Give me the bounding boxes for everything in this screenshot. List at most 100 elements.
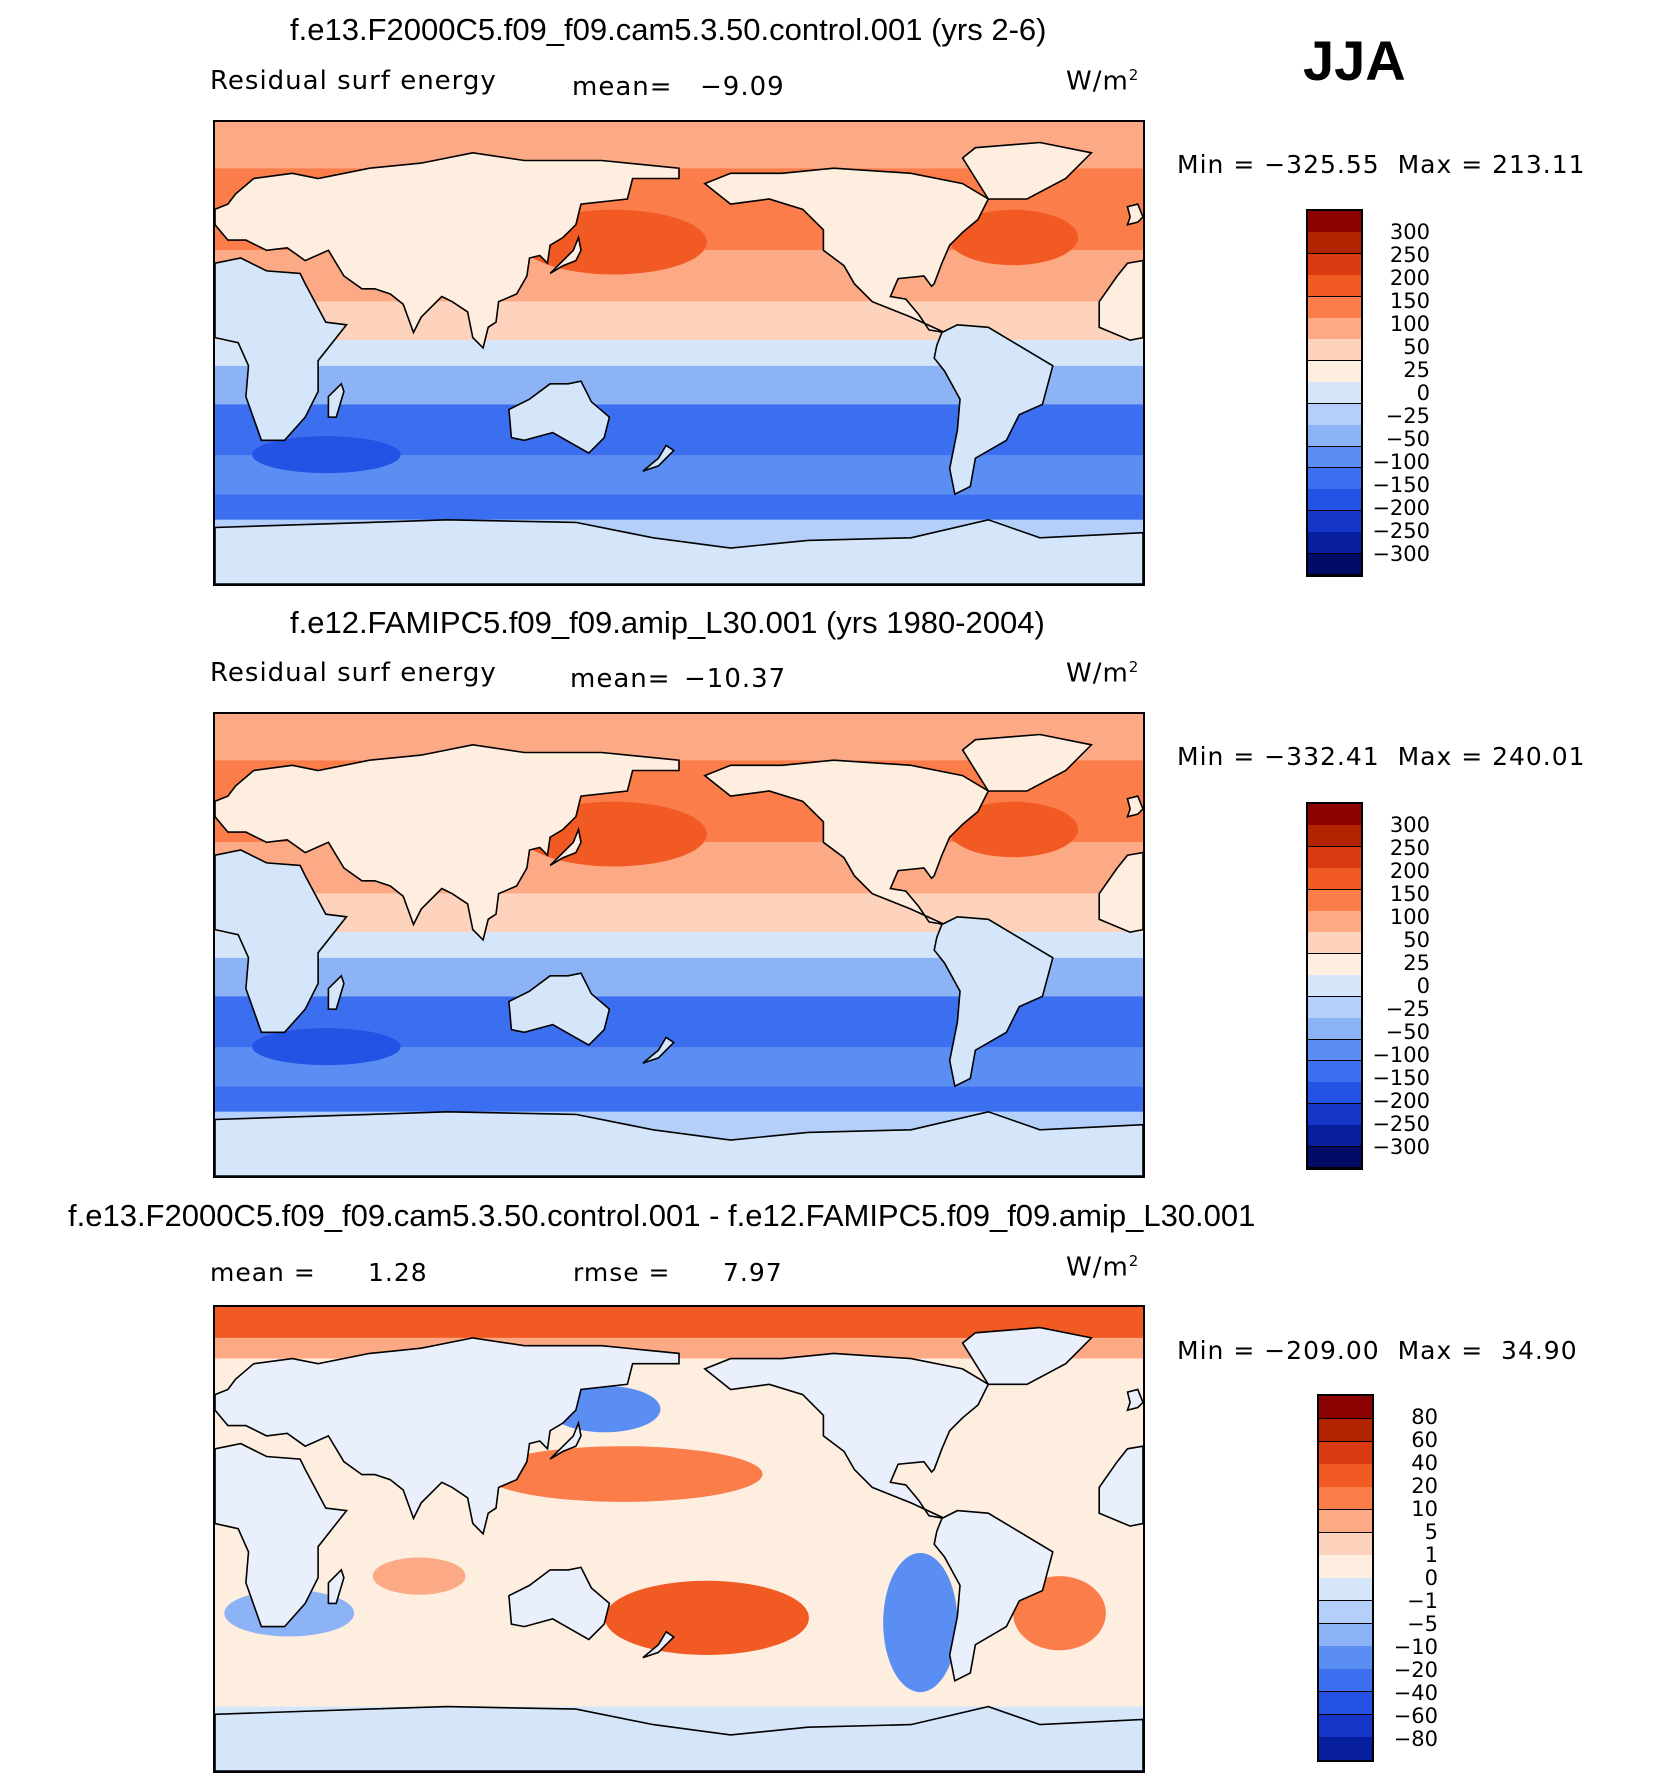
colorbar-cell <box>1308 911 1361 933</box>
colorbar-cell <box>1319 1714 1372 1738</box>
colorbar-cell <box>1319 1600 1372 1624</box>
colorbar-tick-label: 0 <box>1416 974 1430 998</box>
panel-1-colorbar-ticks: 300 250 200 150 100 50 25 0 −25 −50 −100 −150 −200 −2… <box>1360 209 1440 577</box>
colorbar-cell <box>1319 1578 1372 1602</box>
colorbar-cell <box>1319 1691 1372 1715</box>
colorbar-cell <box>1308 553 1361 576</box>
colorbar-tick-label: 50 <box>1403 928 1430 952</box>
colorbar-cell <box>1308 446 1361 469</box>
panel-2-variable: Residual surf energy <box>210 658 497 688</box>
colorbar-cell <box>1308 1060 1361 1083</box>
colorbar-cell <box>1308 975 1361 998</box>
colorbar-tick-label: 20 <box>1411 1474 1438 1498</box>
colorbar-tick-label: 0 <box>1424 1566 1438 1590</box>
colorbar-tick-label: −50 <box>1385 427 1430 451</box>
colorbar-tick-label: 300 <box>1389 220 1430 244</box>
colorbar-tick-label: −50 <box>1385 1020 1430 1044</box>
colorbar-cell <box>1308 953 1361 976</box>
colorbar-cell <box>1308 825 1361 848</box>
colorbar-tick-label: −20 <box>1393 1658 1438 1682</box>
colorbar-cell <box>1319 1464 1372 1488</box>
panel-2-map <box>213 712 1145 1178</box>
panel-2-title: f.e12.FAMIPC5.f09_f09.amip_L30.001 (yrs … <box>290 605 1045 640</box>
colorbar-cell <box>1308 275 1361 298</box>
colorbar-cell <box>1308 360 1361 383</box>
colorbar-cell <box>1308 1082 1361 1105</box>
world-map <box>215 1307 1143 1771</box>
colorbar-cell <box>1308 382 1361 405</box>
colorbar-tick-label: −60 <box>1393 1704 1438 1728</box>
colorbar-cell <box>1308 1018 1361 1041</box>
colorbar-cell <box>1308 339 1361 362</box>
panel-3-colorbar-ticks: 80 60 40 20 10 5 1 0 −1 −5 −10 −20 −40 −60 −80 <box>1368 1394 1448 1762</box>
colorbar-tick-label: −100 <box>1372 1043 1430 1067</box>
colorbar-cell <box>1308 804 1361 826</box>
colorbar-cell <box>1308 253 1361 276</box>
panel-1-max-label: Max <box>1397 150 1453 179</box>
colorbar-tick-label: 40 <box>1411 1451 1438 1475</box>
colorbar-tick-label: −300 <box>1372 542 1430 566</box>
colorbar-tick-label: 0 <box>1416 381 1430 405</box>
colorbar-cell <box>1319 1509 1372 1533</box>
panel-3-min-max: Min = −209.00 Max = 34.90 <box>1177 1336 1578 1365</box>
colorbar-cell <box>1319 1418 1372 1442</box>
colorbar-cell <box>1308 489 1361 512</box>
panel-2-units: W/m2 <box>1066 658 1140 689</box>
colorbar-tick-label: 200 <box>1389 859 1430 883</box>
panel-1-variable: Residual surf energy <box>210 66 497 96</box>
panel-3-map <box>213 1305 1145 1773</box>
colorbar-tick-label: −5 <box>1407 1612 1438 1636</box>
panel-2-colorbar <box>1306 802 1363 1170</box>
colorbar-tick-label: 5 <box>1424 1520 1438 1544</box>
panel-1-units: W/m2 <box>1066 66 1140 97</box>
colorbar-cell <box>1319 1441 1372 1465</box>
colorbar-tick-label: 1 <box>1424 1543 1438 1567</box>
colorbar-tick-label: −40 <box>1393 1681 1438 1705</box>
panel-2-max-value: 240.01 <box>1492 742 1586 771</box>
colorbar-tick-label: 150 <box>1389 882 1430 906</box>
panel-2-min-max: Min = −332.41 Max = 240.01 <box>1177 742 1586 771</box>
panel-2-min-value: −332.41 <box>1264 742 1380 771</box>
world-map <box>215 122 1143 584</box>
colorbar-cell <box>1308 232 1361 255</box>
colorbar-cell <box>1319 1646 1372 1670</box>
colorbar-cell <box>1319 1487 1372 1511</box>
colorbar-tick-label: −25 <box>1385 404 1430 428</box>
panel-1-min-label: Min <box>1177 150 1225 179</box>
panel-1-title: f.e13.F2000C5.f09_f09.cam5.3.50.control.… <box>290 12 1047 47</box>
colorbar-tick-label: −200 <box>1372 496 1430 520</box>
colorbar-cell <box>1308 889 1361 912</box>
colorbar-cell <box>1308 467 1361 490</box>
colorbar-cell <box>1308 318 1361 340</box>
panel-1-mean-label: mean= <box>572 72 673 102</box>
colorbar-tick-label: 250 <box>1389 243 1430 267</box>
colorbar-cell <box>1319 1623 1372 1647</box>
colorbar-cell <box>1308 1103 1361 1126</box>
panel-3-max-value: 34.90 <box>1501 1336 1578 1365</box>
colorbar-tick-label: 200 <box>1389 266 1430 290</box>
colorbar-tick-label: 100 <box>1389 905 1430 929</box>
season-label: JJA <box>1303 29 1406 92</box>
panel-2-mean-label: mean= <box>570 664 671 694</box>
colorbar-cell <box>1319 1555 1372 1579</box>
colorbar-tick-label: 250 <box>1389 836 1430 860</box>
colorbar-tick-label: 60 <box>1411 1428 1438 1452</box>
panel-2-max-label: Max <box>1397 742 1453 771</box>
panel-1-max-value: 213.11 <box>1492 150 1586 179</box>
panel-2-mean-value: −10.37 <box>684 664 787 694</box>
colorbar-tick-label: −100 <box>1372 450 1430 474</box>
colorbar-tick-label: −150 <box>1372 473 1430 497</box>
world-map <box>215 714 1143 1176</box>
colorbar-tick-label: 10 <box>1411 1497 1438 1521</box>
panel-1-min-max: Min = −325.55 Max = 213.11 <box>1177 150 1586 179</box>
colorbar-cell <box>1319 1396 1372 1420</box>
panel-1-mean-value: −9.09 <box>700 72 785 102</box>
colorbar-tick-label: 300 <box>1389 813 1430 837</box>
colorbar-tick-label: −250 <box>1372 519 1430 543</box>
colorbar-tick-label: −150 <box>1372 1066 1430 1090</box>
colorbar-tick-label: −300 <box>1372 1135 1430 1159</box>
panel-2-min-label: Min <box>1177 742 1225 771</box>
panel-3-min-label: Min <box>1177 1336 1225 1365</box>
panel-3-title: f.e13.F2000C5.f09_f09.cam5.3.50.control.… <box>68 1198 1256 1233</box>
panel-3-mean-label: mean = <box>210 1258 316 1287</box>
